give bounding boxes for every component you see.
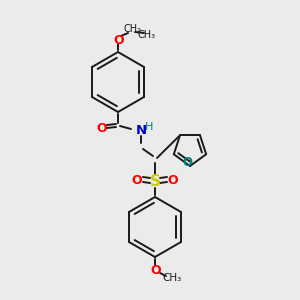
- Text: O: O: [168, 173, 178, 187]
- Text: CH₂: CH₂: [123, 24, 141, 34]
- Text: H: H: [145, 122, 153, 132]
- Text: O: O: [97, 122, 107, 136]
- Text: O: O: [114, 34, 124, 46]
- Text: S: S: [149, 173, 161, 188]
- Text: CH₃: CH₃: [162, 273, 182, 283]
- Text: O: O: [182, 156, 192, 169]
- Text: CH₃: CH₃: [138, 30, 156, 40]
- Text: N: N: [135, 124, 147, 136]
- Text: O: O: [132, 173, 142, 187]
- Text: O: O: [151, 263, 161, 277]
